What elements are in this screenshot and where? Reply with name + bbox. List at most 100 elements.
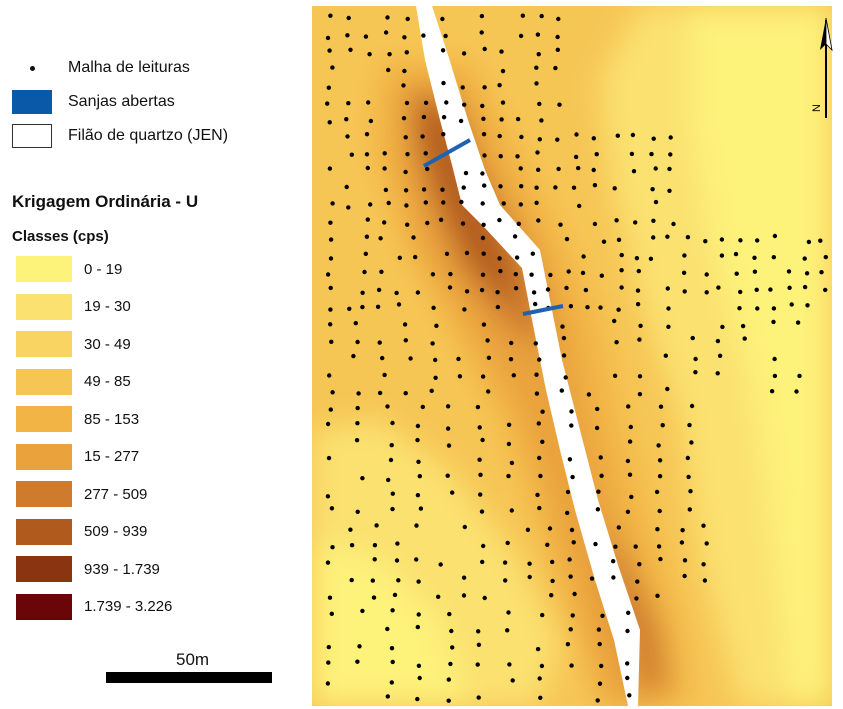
reading-point (569, 527, 575, 533)
legend-item-readings-grid: Malha de leituras (12, 56, 190, 80)
reading-point (365, 217, 370, 222)
reading-point (390, 491, 395, 496)
reading-point (441, 132, 446, 137)
reading-point (355, 659, 360, 664)
blue-rect-icon (12, 90, 52, 114)
reading-point (325, 681, 331, 686)
reading-point (537, 137, 542, 142)
reading-point (402, 322, 408, 327)
reading-point (371, 595, 377, 600)
legend-class-label: 19 - 30 (84, 298, 131, 315)
reading-point (682, 558, 688, 563)
reading-point (436, 594, 441, 599)
reading-point (687, 422, 692, 428)
reading-point (596, 489, 601, 494)
reading-point (534, 65, 539, 70)
reading-point (549, 593, 554, 598)
reading-point (360, 290, 365, 295)
reading-point (417, 474, 422, 479)
reading-point (769, 389, 775, 394)
reading-point (629, 151, 635, 157)
reading-point (656, 544, 662, 549)
reading-point (486, 355, 492, 360)
reading-point (382, 166, 387, 171)
reading-point (416, 459, 421, 464)
reading-point (740, 323, 746, 329)
reading-point (349, 577, 354, 583)
reading-point (478, 492, 483, 497)
reading-point (657, 458, 663, 463)
reading-point (379, 269, 384, 274)
reading-point (665, 386, 670, 392)
reading-point (372, 557, 377, 562)
reading-point (574, 132, 579, 137)
legend-class-label: 85 - 153 (84, 410, 140, 428)
reading-point (370, 578, 375, 583)
reading-point (594, 152, 599, 157)
reading-point (538, 695, 543, 700)
reading-point (328, 407, 333, 412)
reading-point (421, 33, 426, 38)
reading-point (717, 353, 723, 358)
reading-point (382, 220, 387, 225)
reading-point (464, 289, 470, 294)
reading-point (401, 116, 407, 121)
legend-class-swatch (16, 368, 72, 395)
reading-point (787, 285, 792, 290)
north-arrow-icon: N (811, 17, 833, 118)
reading-point (658, 404, 664, 409)
reading-point (423, 100, 429, 106)
reading-point (355, 339, 360, 345)
reading-point (682, 573, 687, 579)
reading-point (349, 152, 354, 157)
reading-point (480, 272, 486, 277)
reading-point (377, 340, 382, 345)
reading-point (383, 30, 389, 35)
reading-point (416, 579, 421, 584)
reading-point (431, 305, 436, 310)
reading-point (462, 102, 467, 107)
reading-point (538, 473, 543, 479)
reading-point (430, 272, 436, 277)
reading-point (403, 135, 408, 140)
reading-point (737, 306, 742, 311)
reading-point (701, 562, 706, 567)
reading-point (681, 270, 687, 275)
reading-point (328, 220, 333, 225)
reading-point (328, 237, 334, 242)
reading-point (595, 698, 600, 703)
reading-point (768, 287, 773, 292)
legend-item-trenches: Sanjas abertas (12, 90, 175, 114)
reading-point (387, 52, 392, 57)
reading-point (476, 695, 481, 700)
legend-class-swatch (16, 556, 72, 582)
reading-point (599, 663, 604, 669)
reading-point (438, 562, 443, 567)
reading-point (752, 255, 757, 260)
reading-point (650, 187, 655, 192)
reading-point (702, 578, 708, 583)
reading-point (802, 284, 808, 290)
reading-point (446, 677, 451, 682)
reading-point (561, 335, 567, 341)
raster-zone (690, 6, 832, 706)
reading-point (403, 391, 408, 396)
reading-point (385, 626, 390, 632)
reading-point (385, 694, 390, 699)
reading-point (360, 304, 365, 310)
legend-class-swatch (16, 593, 72, 620)
reading-point (506, 610, 511, 615)
reading-point (328, 322, 333, 327)
reading-point (403, 169, 408, 175)
reading-point (328, 13, 333, 18)
white-rect-icon (12, 124, 52, 148)
reading-point (499, 117, 504, 122)
reading-point (536, 421, 541, 426)
reading-point (535, 150, 540, 155)
reading-point (327, 373, 332, 378)
legend-class-item: 939 - 1.739 (16, 556, 160, 582)
reading-point (805, 303, 810, 308)
reading-point (576, 165, 581, 171)
reading-point (626, 610, 631, 615)
